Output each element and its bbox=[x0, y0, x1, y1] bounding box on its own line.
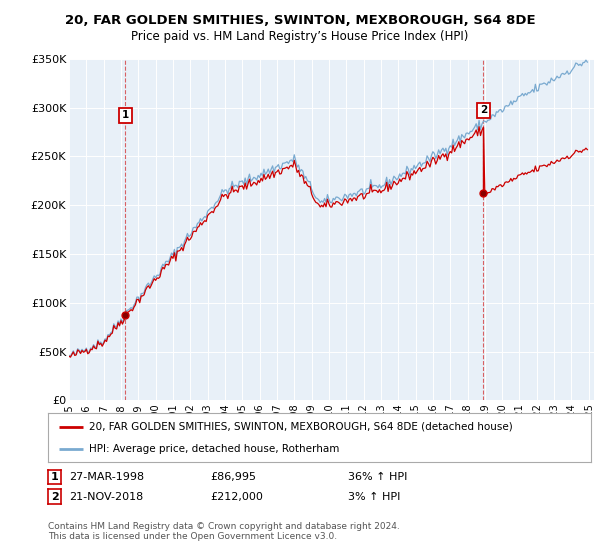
Text: Contains HM Land Registry data © Crown copyright and database right 2024.
This d: Contains HM Land Registry data © Crown c… bbox=[48, 522, 400, 542]
Text: 20, FAR GOLDEN SMITHIES, SWINTON, MEXBOROUGH, S64 8DE (detached house): 20, FAR GOLDEN SMITHIES, SWINTON, MEXBOR… bbox=[89, 422, 512, 432]
Text: £212,000: £212,000 bbox=[210, 492, 263, 502]
Text: £86,995: £86,995 bbox=[210, 472, 256, 482]
Text: 2: 2 bbox=[480, 105, 487, 115]
Text: 27-MAR-1998: 27-MAR-1998 bbox=[69, 472, 144, 482]
Text: 2: 2 bbox=[51, 492, 58, 502]
Text: HPI: Average price, detached house, Rotherham: HPI: Average price, detached house, Roth… bbox=[89, 444, 339, 454]
Text: 1: 1 bbox=[122, 110, 129, 120]
Text: 20, FAR GOLDEN SMITHIES, SWINTON, MEXBOROUGH, S64 8DE: 20, FAR GOLDEN SMITHIES, SWINTON, MEXBOR… bbox=[65, 14, 535, 27]
Text: 36% ↑ HPI: 36% ↑ HPI bbox=[348, 472, 407, 482]
Text: 1: 1 bbox=[51, 472, 58, 482]
Text: Price paid vs. HM Land Registry’s House Price Index (HPI): Price paid vs. HM Land Registry’s House … bbox=[131, 30, 469, 43]
Text: 21-NOV-2018: 21-NOV-2018 bbox=[69, 492, 143, 502]
Text: 3% ↑ HPI: 3% ↑ HPI bbox=[348, 492, 400, 502]
